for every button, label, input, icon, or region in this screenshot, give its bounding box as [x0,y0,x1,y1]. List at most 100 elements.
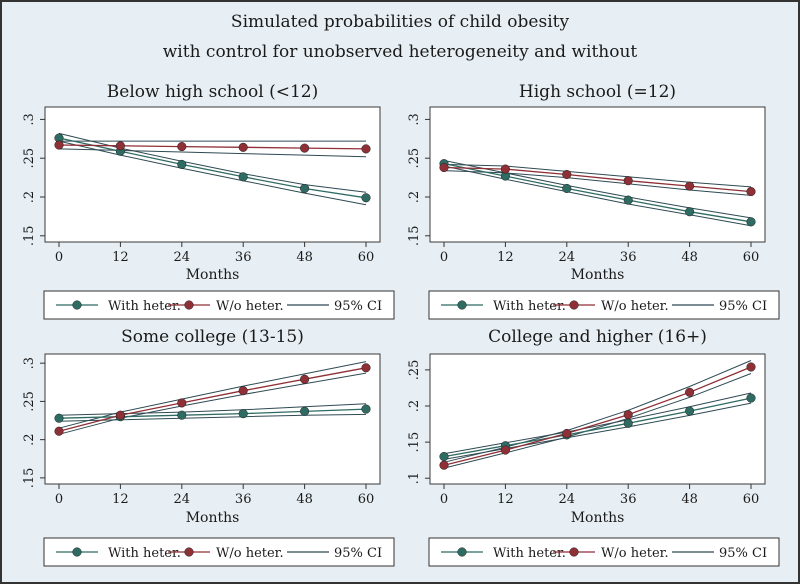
panel-2-x-tick-label: 48 [681,250,698,265]
panel-2-point-without-heter [439,162,449,173]
panel-3-point-without-heter [54,426,64,436]
panel-4-point-with-heter [623,418,633,428]
panel-2-point-without-heter [623,176,633,186]
panel-1-legend-label-ci: 95% CI [334,299,382,314]
panel-2-x-tick-label: 0 [440,250,448,265]
panel-3-y-tick-label: .2 [22,433,37,445]
panel-2-x-tick-label: 24 [559,250,576,265]
panel-2-point-without-heter [500,164,510,174]
panel-3-legend-label-with-heter: With heter. [108,546,181,561]
panel-1-point-without-heter [238,142,248,152]
panel-3-x-tick-label: 48 [296,492,313,507]
panel-3-x-tick-label: 12 [112,492,129,507]
panel-4-ci-high-without-heter [443,360,752,463]
panel-1-y-tick-label: .25 [22,148,37,169]
panel-4-legend [428,537,780,567]
panel-1-x-axis-label: Months [186,267,240,283]
panel-1-ci-low-without-heter [58,148,367,158]
panel-1-ci-low-with-heter [58,140,367,206]
panel-1-line-with-heter [58,137,367,199]
panel-4-legend-label-without-heter: W/o heter. [601,546,669,561]
panel-2-x-tick-label: 60 [743,250,760,265]
panel-3-point-without-heter [300,374,310,384]
panel-3-point-with-heter [361,404,371,414]
panel-2-ci-high-without-heter [443,163,752,188]
panel-2-legend [428,290,780,320]
panel-4-x-tick-label: 12 [497,492,514,507]
panel-2-y-tick-label: .2 [407,191,422,203]
panel-3-legend-label-without-heter: W/o heter. [216,546,284,561]
panel-2-legend-label-with-heter: With heter. [493,299,566,314]
panel-3-legend [43,537,395,567]
panel-3-ci-high-without-heter [58,361,367,429]
panel-4-line-with-heter [443,397,752,458]
panel-2-legend-marker-with-heter [457,300,467,310]
panel-1-x-tick-label: 24 [174,250,191,265]
panel-1-x-tick-label: 60 [358,250,375,265]
panel-4-x-tick-label: 36 [620,492,637,507]
panel-2-ci-low-without-heter [443,170,752,196]
panel-2-y-tick-label: .3 [407,113,422,125]
panel-1-point-with-heter [300,183,310,194]
panel-4-x-tick-label: 0 [440,492,448,507]
figure-title-line-2: with control for unobserved heterogeneit… [163,42,638,62]
panel-4-y-tick-label: .1 [407,472,422,484]
panel-2-point-with-heter [562,183,572,194]
panel-4-legend-label-with-heter: With heter. [493,546,566,561]
panel-4-point-without-heter [439,460,449,470]
panel-1-title: Below high school (<12) [107,82,318,102]
panel-1-point-with-heter [177,159,187,169]
panel-4-x-tick-label: 48 [681,492,698,507]
panel-3-point-with-heter [238,409,248,419]
panel-1-y-tick-label: .15 [22,225,37,246]
panel-3-title: Some college (13-15) [121,327,304,347]
panel-3-x-tick-label: 36 [235,492,252,507]
panel-3-x-tick-label: 0 [55,492,63,507]
panel-1-y-tick-label: .2 [22,191,37,203]
panel-2-point-with-heter [623,195,633,205]
panel-2-line-with-heter [443,162,752,223]
panel-3-ci-low-without-heter [58,372,367,435]
panel-1-point-without-heter [115,141,125,151]
panel-3-x-tick-label: 24 [174,492,191,507]
panel-2-title: High school (=12) [519,82,676,102]
panel-2-legend-label-ci: 95% CI [719,299,767,314]
panel-1-point-with-heter [238,172,248,182]
panel-2-point-without-heter [562,169,572,180]
panel-1-legend-marker-without-heter [184,300,194,310]
panel-3-line-without-heter [58,367,367,432]
panel-4-legend-marker-without-heter [569,547,579,557]
panel-1-x-tick-label: 12 [112,250,129,265]
panel-3-line-with-heter [58,408,367,419]
panel-4-y-tick-label: .25 [407,360,422,381]
panel-3-y-tick-label: .3 [22,357,37,369]
panel-2-x-tick-label: 36 [620,250,637,265]
panel-4-y-tick-label: .15 [407,432,422,453]
panel-1-y-tick-label: .3 [22,113,37,125]
panel-3-y-tick-label: .15 [22,468,37,489]
panel-4-x-tick-label: 60 [743,492,760,507]
panel-1-legend [43,290,395,320]
panel-4-ci-low-without-heter [443,373,752,469]
panel-4-point-without-heter [685,387,695,397]
panel-2-line-without-heter [443,166,752,193]
panel-2-legend-label-without-heter: W/o heter. [601,299,669,314]
panel-2-legend-marker-without-heter [569,300,579,310]
panel-4-ci-high-with-heter [443,392,752,455]
panel-2-point-with-heter [746,217,756,227]
figure-title-line-1: Simulated probabilities of child obesity [231,12,570,32]
panel-4-point-without-heter [746,362,756,372]
panel-3-point-with-heter [177,410,187,420]
panel-1-legend-label-without-heter: W/o heter. [216,299,284,314]
panel-3-point-without-heter [177,398,187,408]
panel-4-plot-area [429,353,766,485]
panel-1-x-tick-label: 0 [55,250,63,265]
panel-3-point-with-heter [300,406,310,416]
panel-4-point-with-heter [439,452,449,462]
panel-1-point-without-heter [361,144,371,154]
panel-4-x-axis-label: Months [571,510,625,526]
panel-2-x-tick-label: 12 [497,250,514,265]
panel-4-point-without-heter [562,428,572,438]
